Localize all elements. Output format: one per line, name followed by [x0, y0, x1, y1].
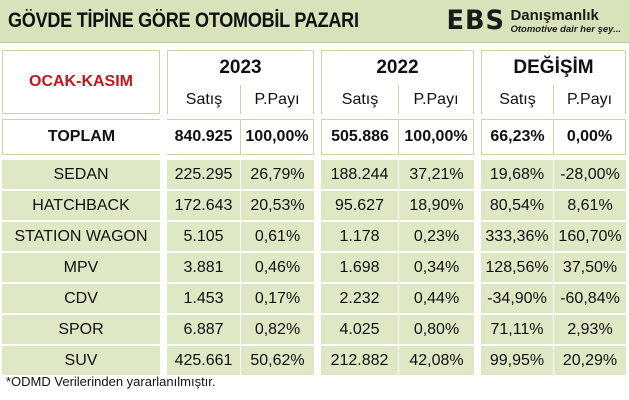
table-cell: 0,34% [399, 253, 474, 284]
table-cell: 95.627 [321, 191, 399, 222]
table-cell: 2,93% [554, 315, 627, 346]
period-label: OCAK-KASIM [2, 50, 160, 114]
header-bar: GÖVDE TİPİNE GÖRE OTOMOBİL PAZARI EBS Da… [0, 0, 629, 43]
subheader-share: P.Payı [554, 85, 627, 114]
row-label: SUV [2, 346, 160, 377]
table-cell: 172.643 [167, 191, 241, 222]
row-label: STATION WAGON [2, 222, 160, 253]
table-cell: 2.232 [321, 284, 399, 315]
table-cell: 18,90% [399, 191, 474, 222]
table-row: HATCHBACK 172.643 20,53% 95.627 18,90% 80,54%… [2, 191, 627, 222]
subheader-share: P.Payı [241, 85, 314, 114]
table-cell: 37,50% [554, 253, 627, 284]
table-cell: 160,70% [554, 222, 627, 253]
table-cell: 1.453 [167, 284, 241, 315]
table-cell: 1.698 [321, 253, 399, 284]
table-cell: 1.178 [321, 222, 399, 253]
market-table: OCAK-KASIM 2023 2022 DEĞİŞİM Satış P.Pay… [2, 50, 627, 377]
row-label: CDV [2, 284, 160, 315]
table-cell: 6.887 [167, 315, 241, 346]
table-cell: 0,82% [241, 315, 314, 346]
table-cell: 188.244 [321, 160, 399, 191]
table-cell: 8,61% [554, 191, 627, 222]
subheader-sales: Satış [481, 85, 554, 114]
table-cell: 333,36% [481, 222, 554, 253]
row-label: HATCHBACK [2, 191, 160, 222]
logo-tagline: Otomotive dair her şey... [510, 24, 621, 35]
table-cell: 5.105 [167, 222, 241, 253]
logo-text: Danışmanlık Otomotive dair her şey... [510, 6, 621, 35]
row-label: TOPLAM [2, 119, 160, 155]
footnote: *ODMD Verilerinden yararlanılmıştır. [6, 374, 216, 389]
group-header-change: DEĞİŞİM [481, 50, 627, 85]
table-cell: -28,00% [554, 160, 627, 191]
table-row: STATION WAGON 5.105 0,61% 1.178 0,23% 333,36%… [2, 222, 627, 253]
table-cell: 425.661 [167, 346, 241, 377]
group-header-2023: 2023 [167, 50, 314, 85]
table-cell: 50,62% [241, 346, 314, 377]
table-cell: 505.886 [321, 119, 399, 155]
table-cell: 225.295 [167, 160, 241, 191]
subheader-sales: Satış [167, 85, 241, 114]
table-cell: 0,17% [241, 284, 314, 315]
table-cell: 20,29% [554, 346, 627, 377]
total-row: TOPLAM 840.925 100,00% 505.886 100,00% 6… [2, 119, 627, 155]
table-row: SUV 425.661 50,62% 212.882 42,08% 99,95% 20,29… [2, 346, 627, 377]
table-cell: -60,84% [554, 284, 627, 315]
table-cell: 99,95% [481, 346, 554, 377]
table-cell: 0,61% [241, 222, 314, 253]
logo-mark: EBS [446, 5, 505, 36]
table-cell: 128,56% [481, 253, 554, 284]
table-cell: 0,23% [399, 222, 474, 253]
table-cell: 0,80% [399, 315, 474, 346]
table-cell: 20,53% [241, 191, 314, 222]
table-cell: 0,00% [554, 119, 627, 155]
table-cell: 26,79% [241, 160, 314, 191]
table-cell: 100,00% [399, 119, 474, 155]
table-cell: 4.025 [321, 315, 399, 346]
table-cell: 0,46% [241, 253, 314, 284]
row-label: MPV [2, 253, 160, 284]
subheader-sales: Satış [321, 85, 399, 114]
table-cell: 840.925 [167, 119, 241, 155]
table-cell: 100,00% [241, 119, 314, 155]
table-row: SEDAN 225.295 26,79% 188.244 37,21% 19,68% -28… [2, 160, 627, 191]
table-cell: 80,54% [481, 191, 554, 222]
table-cell: 71,11% [481, 315, 554, 346]
table-cell: 212.882 [321, 346, 399, 377]
table-cell: 37,21% [399, 160, 474, 191]
subheader-share: P.Payı [399, 85, 474, 114]
row-label: SPOR [2, 315, 160, 346]
table-cell: 19,68% [481, 160, 554, 191]
page-title: GÖVDE TİPİNE GÖRE OTOMOBİL PAZARI [8, 9, 359, 32]
logo-name: Danışmanlık [510, 7, 599, 24]
table-row: MPV 3.881 0,46% 1.698 0,34% 128,56% 37,50% [2, 253, 627, 284]
table-row: SPOR 6.887 0,82% 4.025 0,80% 71,11% 2,93% [2, 315, 627, 346]
table-cell: 42,08% [399, 346, 474, 377]
table-cell: 66,23% [481, 119, 554, 155]
table-cell: 3.881 [167, 253, 241, 284]
table-cell: -34,90% [481, 284, 554, 315]
table-row: CDV 1.453 0,17% 2.232 0,44% -34,90% -60,84% [2, 284, 627, 315]
row-label: SEDAN [2, 160, 160, 191]
ebs-logo: EBS Danışmanlık Otomotive dair her şey..… [445, 6, 621, 38]
group-header-2022: 2022 [321, 50, 474, 85]
table-cell: 0,44% [399, 284, 474, 315]
